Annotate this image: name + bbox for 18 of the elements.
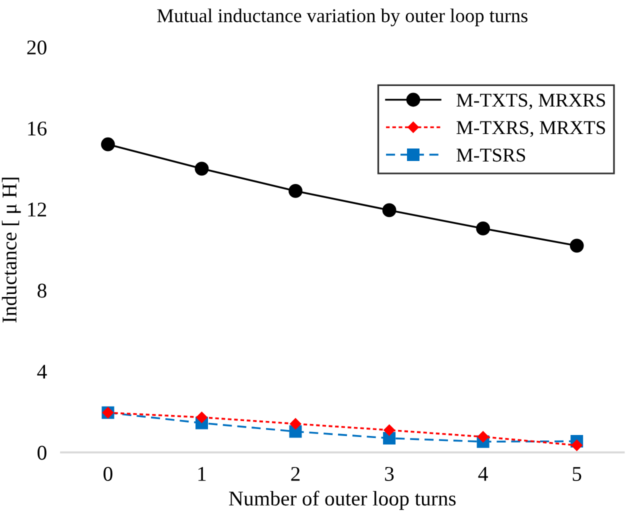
y-tick-label: 8 [38,284,46,298]
legend-label: M-TSRS [456,148,526,162]
legend-label: M-TXTS, MRXRS [456,94,606,110]
y-tick-label: 16 [28,122,47,136]
x-tick-label: 5 [572,467,582,481]
x-tick-label: 1 [198,466,206,481]
y-axis-title: Inductance [ μ H] [2,178,21,323]
x-tick-label: 3 [385,466,394,481]
y-tick-label: 12 [28,202,46,216]
y-tick-label: 0 [38,446,46,460]
x-tick-label: 0 [104,466,112,481]
x-tick-label: 4 [478,467,488,481]
x-axis-title: Number of outer loop turns [229,490,456,510]
y-tick-label: 4 [37,364,47,379]
x-tick-label: 2 [291,466,300,481]
legend-label: M-TXRS, MRXTS [456,121,606,138]
y-tick-label: 20 [27,40,46,55]
chart-title: Mutual inductance variation by outer loop turns [157,8,528,26]
